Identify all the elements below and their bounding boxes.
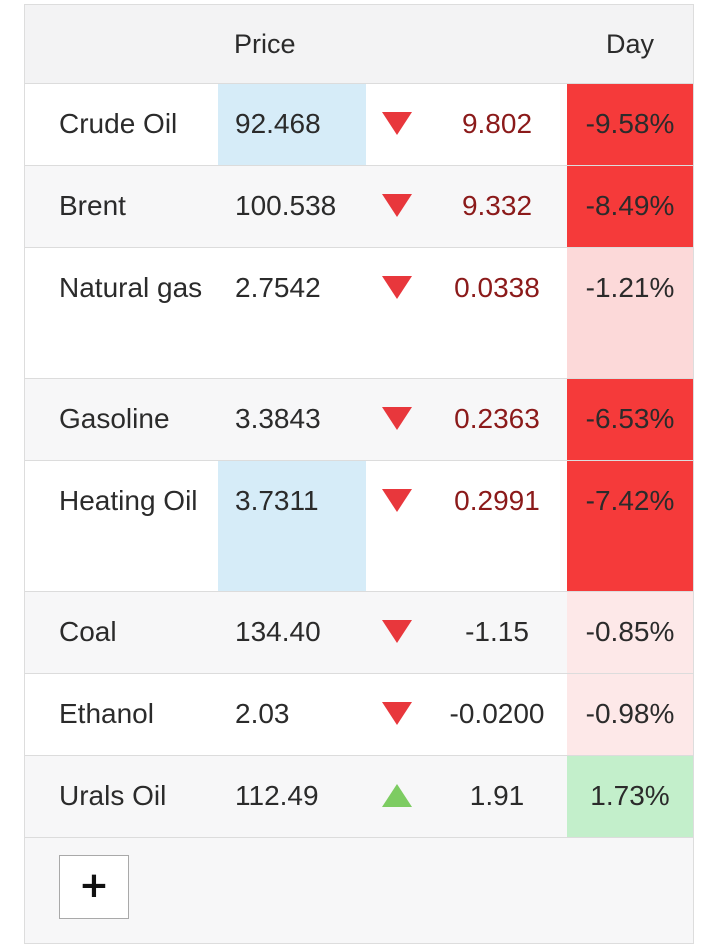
price-change: -1.15	[465, 616, 529, 647]
commodity-price: 92.468	[218, 84, 366, 165]
commodities-table: Price Day Crude Oil 92.468 9.802 -9.58% Bren…	[24, 4, 694, 944]
direction-indicator	[380, 674, 414, 755]
day-percent-change: -0.85%	[567, 592, 693, 673]
day-percent-change: -1.21%	[567, 248, 693, 378]
triangle-down-icon	[382, 276, 412, 299]
commodity-name[interactable]: Crude Oil	[59, 108, 178, 139]
commodity-name[interactable]: Brent	[59, 190, 126, 221]
commodity-price: 2.7542	[235, 272, 321, 303]
triangle-down-icon	[382, 194, 412, 217]
commodity-price: 3.3843	[235, 403, 321, 434]
table-row[interactable]: Gasoline 3.3843 0.2363 -6.53%	[25, 379, 693, 461]
triangle-down-icon	[382, 112, 412, 135]
day-percent-change: -6.53%	[567, 379, 693, 460]
table-row[interactable]: Coal 134.40 -1.15 -0.85%	[25, 592, 693, 674]
day-percent-change: -8.49%	[567, 166, 693, 247]
day-column-header[interactable]: Day	[606, 29, 655, 59]
price-change: 0.0338	[454, 272, 540, 303]
add-button[interactable]: +	[59, 855, 129, 919]
commodity-price: 134.40	[235, 616, 321, 647]
table-row[interactable]: Urals Oil 112.49 1.91 1.73%	[25, 756, 693, 838]
table-row[interactable]: Ethanol 2.03 -0.0200 -0.98%	[25, 674, 693, 756]
direction-indicator	[380, 379, 414, 460]
commodity-name[interactable]: Heating Oil	[59, 485, 198, 516]
commodity-price: 2.03	[235, 698, 290, 729]
table-row[interactable]: Brent 100.538 9.332 -8.49%	[25, 166, 693, 248]
commodity-name[interactable]: Natural gas	[59, 272, 203, 303]
commodity-price: 100.538	[235, 190, 337, 221]
day-percent-change: -9.58%	[567, 84, 693, 165]
table-row[interactable]: Crude Oil 92.468 9.802 -9.58%	[25, 84, 693, 166]
direction-indicator	[380, 592, 414, 673]
direction-indicator	[380, 166, 414, 247]
day-percent-change: -0.98%	[567, 674, 693, 755]
table-row[interactable]: Heating Oil 3.7311 0.2991 -7.42%	[25, 461, 693, 592]
day-percent-change: 1.73%	[567, 756, 693, 837]
commodity-name[interactable]: Coal	[59, 616, 117, 647]
commodity-name[interactable]: Ethanol	[59, 698, 154, 729]
direction-indicator	[380, 461, 414, 591]
direction-indicator	[380, 756, 414, 837]
table-row[interactable]: Natural gas 2.7542 0.0338 -1.21%	[25, 248, 693, 379]
commodity-name[interactable]: Urals Oil	[59, 780, 167, 811]
commodity-price: 112.49	[235, 780, 319, 811]
triangle-down-icon	[382, 407, 412, 430]
commodity-price: 3.7311	[218, 461, 366, 591]
triangle-down-icon	[382, 620, 412, 643]
commodity-name[interactable]: Gasoline	[59, 403, 170, 434]
triangle-up-icon	[382, 784, 412, 807]
price-change: -0.0200	[449, 698, 545, 729]
price-change: 9.332	[461, 190, 533, 221]
price-change: 0.2363	[454, 403, 540, 434]
triangle-down-icon	[382, 702, 412, 725]
direction-indicator	[380, 248, 414, 378]
price-change: 0.2991	[454, 485, 540, 516]
table-header: Price Day	[25, 5, 693, 84]
direction-indicator	[380, 84, 414, 165]
price-column-header[interactable]: Price	[234, 29, 296, 59]
triangle-down-icon	[382, 489, 412, 512]
price-change: 9.802	[461, 108, 533, 139]
day-percent-change: -7.42%	[567, 461, 693, 591]
price-change: 1.91	[469, 780, 525, 811]
